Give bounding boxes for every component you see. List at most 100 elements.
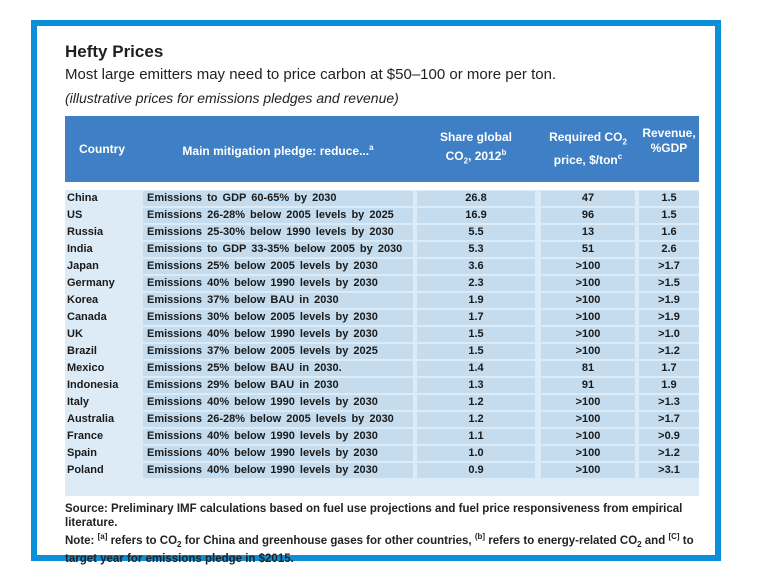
chart-italic-note: (illustrative prices for emissions pledg… [65,90,399,106]
note-a-mark: [a] [97,532,108,541]
cell-share: 16.9 [417,208,535,223]
cell-country: Korea [65,293,141,308]
cell-pledge: Emissions 37% below 2005 levels by 2025 [143,344,413,359]
note-a-sub: 2 [177,540,182,550]
cell-country: Poland [65,463,141,478]
header-price-line2: price, $/ton [553,153,618,168]
header-country: Country [65,116,139,182]
cell-pledge: Emissions 26-28% below 2005 levels by 20… [143,208,413,223]
table-row: Poland Emissions 40% below 1990 levels by… [65,462,699,479]
cell-price: >100 [541,412,635,427]
cell-price: >100 [541,259,635,274]
cell-country: Germany [65,276,141,291]
cell-price: >100 [541,293,635,308]
cell-revenue: >1.9 [639,310,699,325]
table-row: Russia Emissions 25-30% below 1990 levels… [65,224,699,241]
cell-share: 1.1 [417,429,535,444]
figure-frame: Hefty Prices Most large emitters may nee… [31,20,721,565]
header-pledge: Main mitigation pledge: reduce...a [143,116,413,182]
cell-share: 0.9 [417,463,535,478]
cell-price: >100 [541,276,635,291]
cell-country: Brazil [65,344,141,359]
cell-share: 1.0 [417,446,535,461]
table-row: Brazil Emissions 37% below 2005 levels by… [65,343,699,360]
footnote: Note: [a] refers to CO2 for China and gr… [65,530,705,566]
cell-pledge: Emissions 40% below 1990 levels by 2030 [143,276,413,291]
cell-revenue: 1.5 [639,208,699,223]
cell-revenue: 2.6 [639,242,699,257]
cell-pledge: Emissions 40% below 1990 levels by 2030 [143,327,413,342]
table-row: US Emissions 26-28% below 2005 levels by … [65,207,699,224]
cell-revenue: >1.5 [639,276,699,291]
header-price-sub: 2 [622,137,627,147]
cell-country: Russia [65,225,141,240]
header-share-sup: b [501,147,507,157]
cell-share: 1.2 [417,395,535,410]
cell-revenue: >1.3 [639,395,699,410]
table-row: Italy Emissions 40% below 1990 levels by … [65,394,699,411]
note-a-text2: for China and greenhouse gases for other… [181,534,475,547]
cell-share: 1.7 [417,310,535,325]
cell-country: Canada [65,310,141,325]
table-row: Germany Emissions 40% below 1990 levels b… [65,275,699,292]
cell-country: Italy [65,395,141,410]
cell-revenue: 1.7 [639,361,699,376]
header-share-co: CO [445,148,464,163]
data-table: Country Main mitigation pledge: reduce..… [65,116,699,496]
cell-country: UK [65,327,141,342]
cell-price: 91 [541,378,635,393]
cell-price: >100 [541,327,635,342]
cell-share: 1.2 [417,412,535,427]
cell-revenue: 1.9 [639,378,699,393]
cell-share: 1.9 [417,293,535,308]
cell-pledge: Emissions 26-28% below 2005 levels by 20… [143,412,413,427]
cell-pledge: Emissions 40% below 1990 levels by 2030 [143,463,413,478]
chart-title: Hefty Prices [65,42,164,61]
cell-country: Australia [65,412,141,427]
cell-country: India [65,242,141,257]
table-header: Country Main mitigation pledge: reduce..… [65,116,699,182]
cell-share: 5.3 [417,242,535,257]
chart-subtitle: Most large emitters may need to price ca… [65,66,557,83]
table-row: India Emissions to GDP 33-35% below 2005 … [65,241,699,258]
cell-pledge: Emissions 30% below 2005 levels by 2030 [143,310,413,325]
cell-price: >100 [541,429,635,444]
cell-country: Japan [65,259,141,274]
cell-pledge: Emissions 40% below 1990 levels by 2030 [143,446,413,461]
cell-revenue: >1.7 [639,259,699,274]
header-share-sub: 2 [463,156,469,166]
cell-revenue: 1.5 [639,191,699,206]
cell-pledge: Emissions 40% below 1990 levels by 2030 [143,395,413,410]
cell-pledge: Emissions 29% below BAU in 2030 [143,378,413,393]
cell-price: >100 [541,344,635,359]
cell-country: France [65,429,141,444]
cell-share: 1.5 [417,344,535,359]
header-price-line1: Required CO [549,129,623,144]
cell-pledge: Emissions 37% below BAU in 2030 [143,293,413,308]
table-row: UK Emissions 40% below 1990 levels by 203… [65,326,699,343]
cell-price: 47 [541,191,635,206]
header-revenue: Revenue, %GDP [639,116,699,182]
cell-price: 81 [541,361,635,376]
note-a-text: refers to CO [107,534,178,547]
header-separator [65,182,699,190]
header-country-label: Country [79,141,125,156]
header-share-line1: Share global [439,129,513,144]
table-body: China Emissions to GDP 60-65% by 2030 26.8… [65,190,699,479]
note-b-mark: (b] [474,532,486,541]
header-share-rest: , 2012 [468,148,502,163]
cell-country: Indonesia [65,378,141,393]
cell-price: >100 [541,310,635,325]
table-row: Korea Emissions 37% below BAU in 2030 1.9 >… [65,292,699,309]
cell-revenue: >3.1 [639,463,699,478]
note-b-sub: 2 [637,540,642,550]
cell-pledge: Emissions to GDP 60-65% by 2030 [143,191,413,206]
cell-price: >100 [541,463,635,478]
cell-revenue: >1.7 [639,412,699,427]
cell-price: >100 [541,395,635,410]
source-note: Source: Preliminary IMF calculations bas… [65,503,683,529]
header-pledge-label: Main mitigation pledge: reduce... [182,143,370,158]
cell-price: 13 [541,225,635,240]
table-row: China Emissions to GDP 60-65% by 2030 26.8… [65,190,699,207]
cell-share: 3.6 [417,259,535,274]
